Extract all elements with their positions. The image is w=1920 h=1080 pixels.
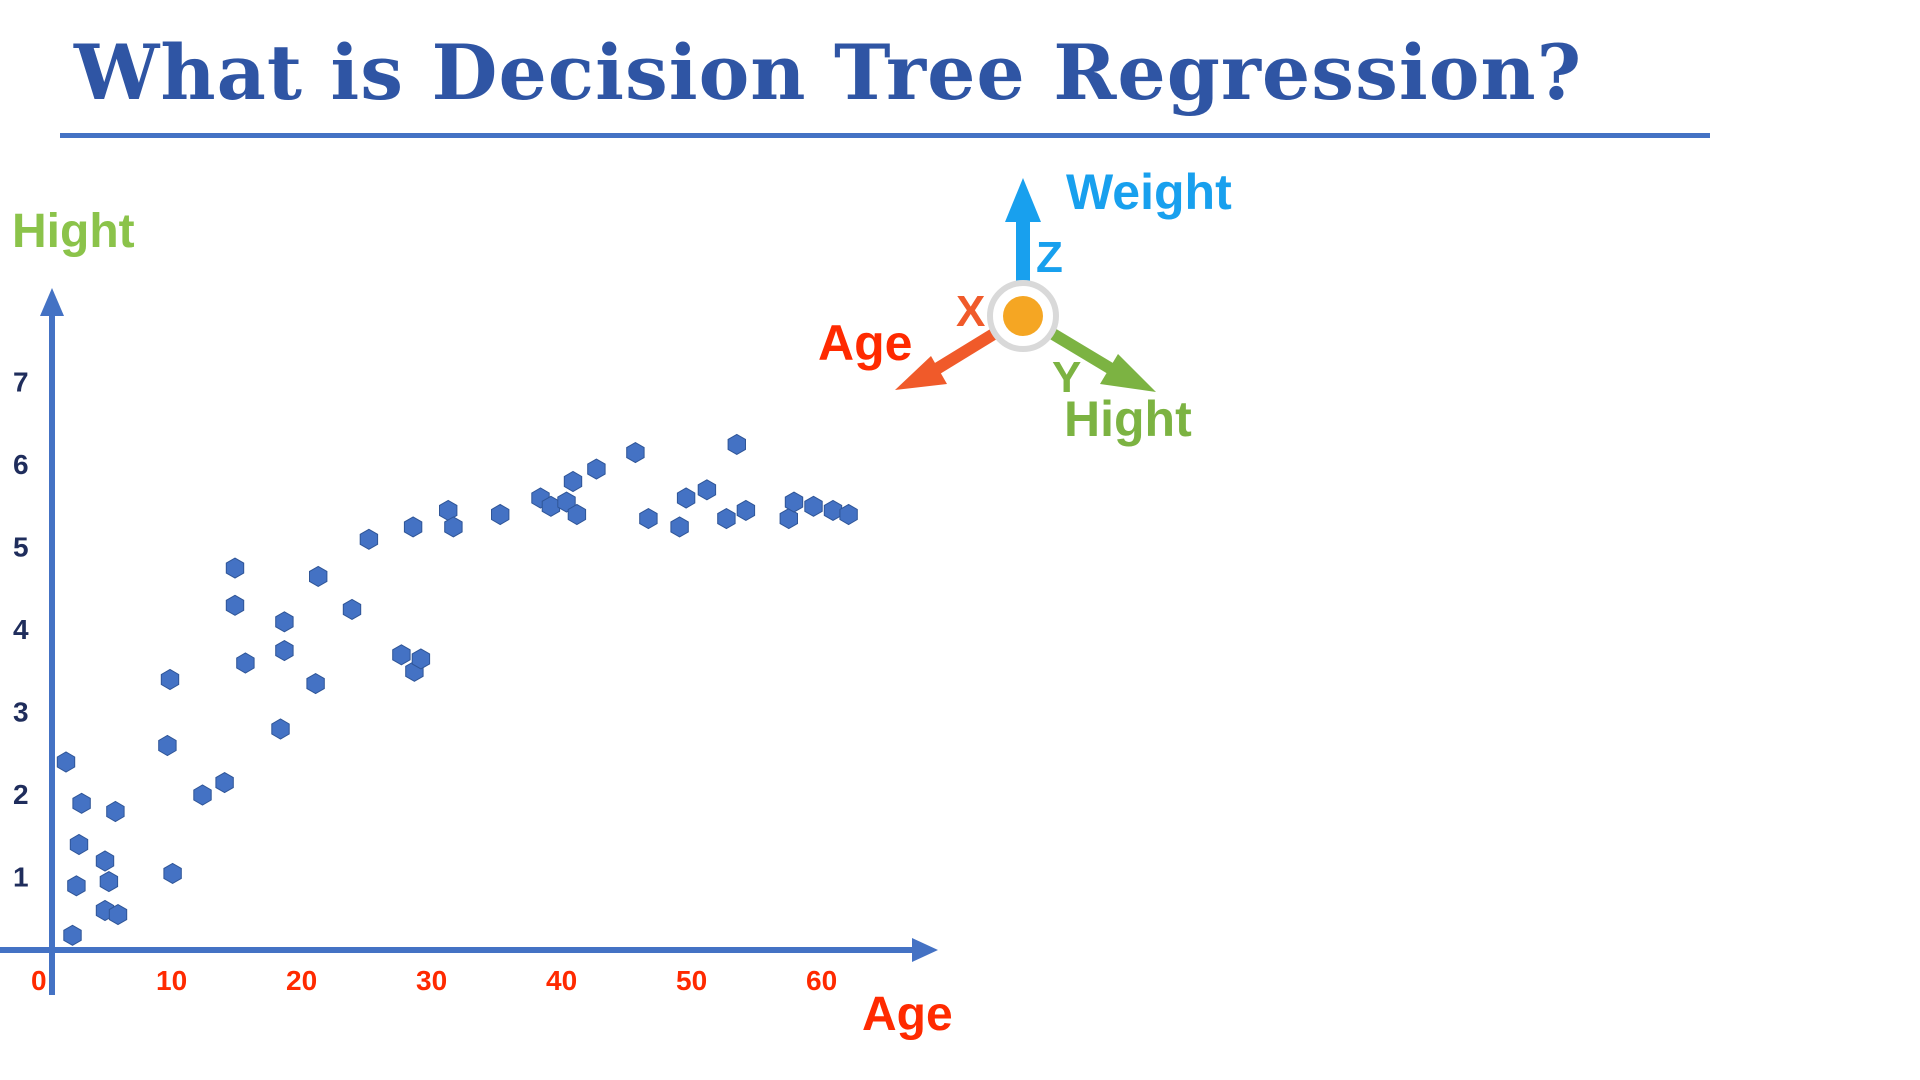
x-tick-labels: 0 10 20 30 40 50 60 xyxy=(31,965,837,996)
data-point xyxy=(163,862,182,884)
data-point xyxy=(403,516,423,538)
y-tick-labels: 1 2 3 4 5 6 7 xyxy=(13,367,29,893)
data-point xyxy=(108,904,128,926)
data-point xyxy=(411,648,431,670)
data-point xyxy=(56,751,76,773)
y-tick-label: 1 xyxy=(13,862,29,893)
x-tick-label: 30 xyxy=(416,965,447,996)
x-tick-label: 10 xyxy=(156,965,187,996)
data-point xyxy=(839,503,858,526)
data-point xyxy=(236,652,255,674)
y-tick-label: 5 xyxy=(13,532,29,563)
y-tick-label: 2 xyxy=(13,779,29,810)
data-point xyxy=(158,734,177,757)
y-axis-arrowhead xyxy=(40,288,64,316)
data-point xyxy=(99,871,119,893)
data-point xyxy=(563,470,583,493)
x-tick-label: 50 xyxy=(676,965,707,996)
x-tick-label: 40 xyxy=(546,965,577,996)
data-point xyxy=(804,495,823,517)
x-tick-label: 20 xyxy=(286,965,317,996)
data-point xyxy=(72,792,91,814)
data-point xyxy=(359,528,379,550)
y-tick-label: 3 xyxy=(13,697,29,728)
data-point xyxy=(160,668,180,691)
z-arrowhead xyxy=(1005,178,1041,222)
data-point xyxy=(225,594,245,616)
data-point xyxy=(697,479,717,501)
data-point xyxy=(63,924,82,946)
y-axis-letter: Y xyxy=(1052,353,1081,402)
data-point xyxy=(271,718,290,740)
data-point xyxy=(676,487,696,509)
data-point xyxy=(193,784,212,806)
z-axis-letter: Z xyxy=(1036,233,1063,282)
data-point xyxy=(784,491,804,513)
data-point xyxy=(275,640,294,662)
data-points xyxy=(56,433,858,946)
title-divider xyxy=(60,133,1710,138)
data-point xyxy=(215,772,234,794)
data-point xyxy=(491,503,510,526)
data-point xyxy=(736,499,756,521)
x-axis-arrowhead xyxy=(912,938,938,962)
y-tick-label: 4 xyxy=(13,614,29,645)
data-point xyxy=(69,833,89,856)
y-tick-label: 6 xyxy=(13,449,29,480)
y-axis-title: Hight xyxy=(12,205,135,258)
data-point xyxy=(342,598,362,620)
data-point xyxy=(309,565,328,587)
x-axis-title: Age xyxy=(862,988,953,1041)
x-tick-label: 60 xyxy=(806,965,837,996)
x-axis-letter: X xyxy=(956,287,985,336)
data-point xyxy=(717,508,736,530)
data-point xyxy=(626,442,645,464)
data-point xyxy=(639,508,658,530)
data-point xyxy=(557,491,576,513)
age-label: Age xyxy=(818,315,912,371)
data-point xyxy=(306,673,325,695)
page-title: What is Decision Tree Regression? xyxy=(74,28,1583,117)
origin-dot xyxy=(1003,296,1043,336)
data-point xyxy=(541,495,561,517)
data-point xyxy=(567,503,587,526)
data-point xyxy=(275,611,294,633)
data-point xyxy=(444,516,463,538)
data-point xyxy=(670,516,689,538)
y-arrowhead xyxy=(1100,354,1156,392)
x-tick-label: 0 xyxy=(31,965,47,996)
data-point xyxy=(67,875,86,897)
data-point xyxy=(727,433,746,455)
data-point xyxy=(106,800,125,823)
x-arrowhead xyxy=(895,356,947,390)
data-point xyxy=(392,644,411,666)
axes-widget: Z Weight X Age Y Hight xyxy=(818,164,1232,447)
data-point xyxy=(95,850,115,872)
data-point xyxy=(587,458,606,480)
y-tick-label: 7 xyxy=(13,367,29,398)
weight-label: Weight xyxy=(1066,164,1232,220)
data-point xyxy=(823,499,843,521)
data-point xyxy=(779,508,798,530)
data-point xyxy=(225,557,245,579)
hight-label: Hight xyxy=(1064,391,1192,447)
